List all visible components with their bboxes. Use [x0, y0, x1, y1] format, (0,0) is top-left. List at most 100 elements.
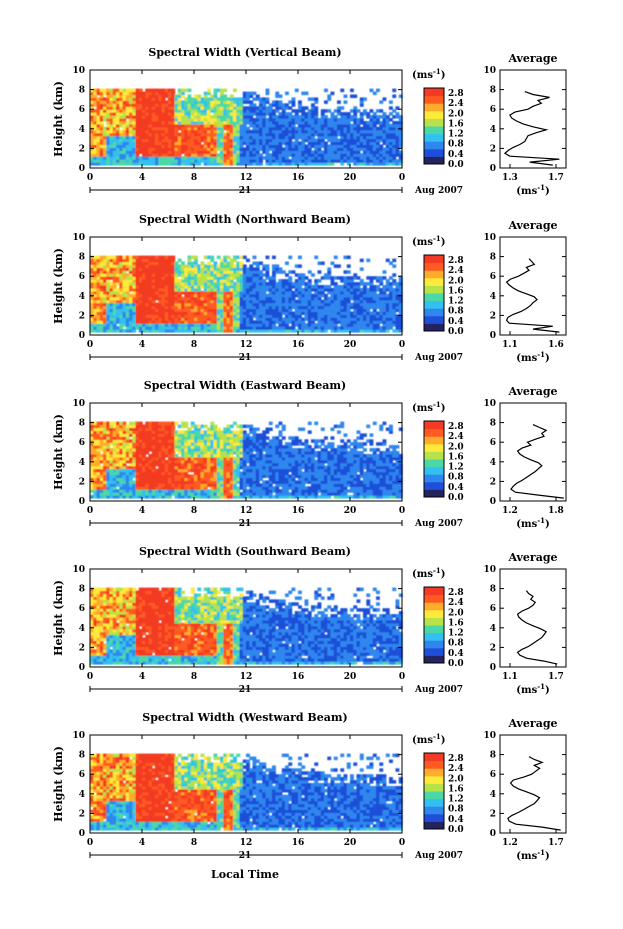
heatmap-cell: [116, 126, 120, 131]
heatmap-cell: [220, 147, 224, 151]
heatmap-cell: [135, 258, 140, 263]
heatmap-cell: [242, 255, 247, 260]
heatmap-cell: [129, 126, 133, 131]
heatmap-cell: [93, 129, 98, 134]
heatmap-cell: [259, 109, 263, 113]
heatmap-cell: [177, 88, 182, 93]
heatmap-cell: [151, 279, 156, 283]
heatmap-cell: [135, 323, 140, 327]
heatmap-cell: [190, 126, 195, 131]
heatmap-cell: [220, 97, 224, 101]
heatmap-cell: [142, 100, 146, 104]
heatmap-cell: [265, 100, 270, 104]
heatmap-cell: [210, 279, 215, 283]
heatmap-cell: [242, 121, 247, 125]
heatmap-cell: [343, 153, 348, 157]
heatmap-cell: [350, 129, 354, 134]
heatmap-cell: [226, 123, 231, 128]
heatmap-cell: [177, 153, 182, 157]
heatmap-cell: [125, 129, 130, 134]
heatmap-cell: [259, 106, 263, 110]
heatmap-cell: [190, 123, 195, 128]
heatmap-cell: [135, 129, 140, 134]
heatmap-cell: [106, 308, 111, 312]
heatmap-cell: [265, 97, 270, 101]
heatmap-cell: [109, 299, 114, 304]
heatmap-cell: [90, 276, 94, 280]
heatmap-cell: [200, 129, 205, 134]
heatmap-cell: [376, 141, 380, 145]
heatmap-cell: [122, 135, 127, 140]
heatmap-cell: [379, 115, 384, 119]
heatmap-cell: [116, 279, 120, 283]
heatmap-cell: [372, 144, 377, 148]
heatmap-cell: [203, 302, 208, 307]
heatmap-cell: [213, 311, 218, 315]
heatmap-cell: [164, 91, 169, 96]
heatmap-cell: [90, 296, 94, 301]
heatmap-cell: [125, 273, 130, 277]
heatmap-cell: [187, 144, 192, 148]
heatmap-cell: [304, 118, 309, 122]
heatmap-cell: [174, 293, 179, 298]
heatmap-cell: [207, 329, 211, 333]
heatmap-cell: [96, 88, 101, 93]
heatmap-cell: [249, 100, 254, 104]
heatmap-cell: [389, 100, 393, 104]
heatmap-cell: [106, 144, 111, 148]
heatmap-cell: [233, 150, 237, 154]
heatmap-cell: [207, 270, 211, 274]
heatmap-cell: [392, 123, 397, 128]
heatmap-cell: [294, 159, 299, 163]
heatmap-cell: [382, 126, 387, 131]
heatmap-cell: [174, 126, 179, 131]
heatmap-cell: [372, 132, 377, 137]
heatmap-cell: [340, 162, 345, 166]
heatmap-cell: [161, 132, 166, 137]
heatmap-cell: [99, 156, 104, 160]
heatmap-cell: [138, 288, 143, 292]
heatmap-cell: [132, 141, 137, 145]
heatmap-cell: [239, 156, 244, 160]
heatmap-cell: [184, 121, 189, 125]
heatmap-cell: [142, 326, 146, 330]
heatmap-cell: [112, 138, 117, 143]
heatmap-cell: [229, 121, 234, 125]
heatmap-cell: [148, 255, 153, 260]
heatmap-cell: [171, 91, 176, 96]
heatmap-cell: [272, 162, 276, 166]
heatmap-cell: [103, 282, 107, 286]
heatmap-cell: [132, 255, 137, 260]
heatmap-cell: [148, 296, 153, 301]
heatmap-cell: [184, 290, 189, 295]
heatmap-cell: [99, 314, 104, 318]
heatmap-cell: [184, 109, 189, 113]
heatmap-cell: [184, 267, 189, 271]
heatmap-cell: [99, 103, 104, 107]
heatmap-cell: [327, 147, 332, 151]
heatmap-cell: [197, 326, 202, 330]
heatmap-cell: [194, 118, 198, 122]
heatmap-cell: [392, 159, 397, 163]
heatmap-cell: [291, 121, 296, 125]
heatmap-cell: [216, 103, 221, 107]
heatmap-cell: [106, 326, 111, 330]
heatmap-cell: [200, 138, 205, 143]
x-tick-label: 20: [344, 173, 357, 183]
heatmap-cell: [216, 153, 221, 157]
heatmap-cell: [210, 121, 215, 125]
heatmap-cell: [151, 141, 156, 145]
heatmap-cell: [106, 115, 111, 119]
heatmap-cell: [116, 97, 120, 101]
heatmap-cell: [223, 135, 228, 140]
heatmap-cell: [119, 302, 124, 307]
heatmap-cell: [151, 106, 156, 110]
heatmap-cell: [255, 132, 260, 137]
heatmap-cell: [210, 255, 215, 260]
heatmap-cell: [395, 126, 400, 131]
heatmap-cell: [151, 97, 156, 101]
heatmap-cell: [125, 132, 130, 137]
heatmap-cell: [151, 153, 156, 157]
heatmap-cell: [213, 273, 218, 277]
heatmap-cell: [116, 129, 120, 134]
